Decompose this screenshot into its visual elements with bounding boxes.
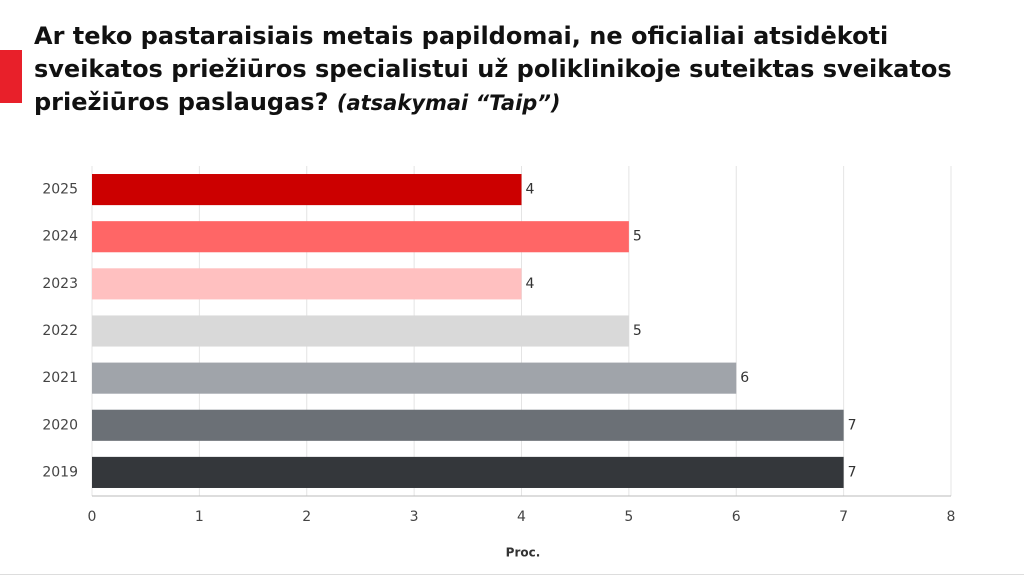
data-label: 4 xyxy=(526,182,535,198)
x-tick-label: 0 xyxy=(88,509,97,525)
data-label: 5 xyxy=(633,229,642,245)
data-label: 6 xyxy=(740,370,749,386)
y-tick-label: 2021 xyxy=(42,370,78,386)
y-tick-label: 2023 xyxy=(42,276,78,292)
title-note: (atsakymai “Taip”) xyxy=(336,91,561,115)
bar xyxy=(92,221,629,253)
bar xyxy=(92,409,844,441)
y-tick-label: 2024 xyxy=(42,229,78,245)
y-tick-label: 2022 xyxy=(42,323,78,339)
bar xyxy=(92,174,522,206)
x-tick-label: 5 xyxy=(624,509,633,525)
footer-rule xyxy=(0,574,1024,575)
accent-bar xyxy=(0,50,22,103)
x-tick-label: 2 xyxy=(302,509,311,525)
x-tick-label: 7 xyxy=(839,509,848,525)
x-tick-label: 4 xyxy=(517,509,526,525)
bar xyxy=(92,456,844,488)
x-tick-label: 8 xyxy=(947,509,956,525)
x-tick-label: 6 xyxy=(732,509,741,525)
bar xyxy=(92,315,629,347)
data-label: 7 xyxy=(848,464,857,480)
data-label: 7 xyxy=(848,417,857,433)
x-axis-label: Proc. xyxy=(506,546,541,560)
bar xyxy=(92,362,737,394)
chart-title: Ar teko pastaraisiais metais papildomai,… xyxy=(34,22,952,116)
data-label: 5 xyxy=(633,323,642,339)
y-tick-label: 2020 xyxy=(42,417,78,433)
y-tick-label: 2025 xyxy=(42,182,78,198)
x-tick-label: 3 xyxy=(410,509,419,525)
x-tick-label: 1 xyxy=(195,509,204,525)
bar xyxy=(92,268,522,300)
data-label: 4 xyxy=(526,276,535,292)
y-tick-label: 2019 xyxy=(42,464,78,480)
